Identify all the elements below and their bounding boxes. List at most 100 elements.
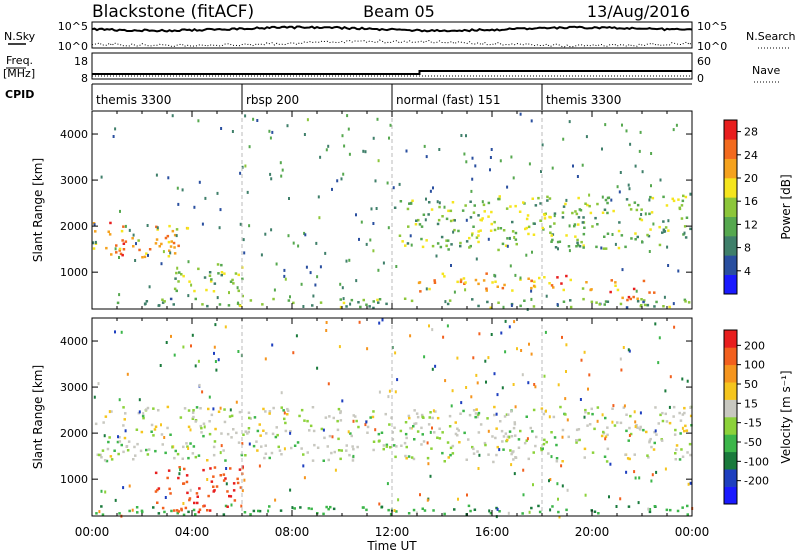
data-cell — [587, 387, 589, 391]
data-cell — [164, 496, 167, 499]
data-cell — [326, 445, 329, 448]
data-cell — [624, 453, 627, 456]
data-cell — [325, 321, 328, 324]
data-cell — [148, 285, 151, 289]
data-cell — [303, 419, 306, 422]
data-cell — [447, 456, 450, 459]
data-cell — [584, 408, 587, 412]
data-cell — [609, 290, 612, 294]
data-cell — [368, 305, 371, 308]
data-cell — [464, 204, 467, 207]
data-cell — [345, 259, 348, 263]
data-cell — [432, 409, 435, 413]
data-cell — [582, 246, 585, 249]
data-cell — [542, 228, 545, 231]
x-tick-label: 12:00 — [375, 525, 410, 539]
data-cell — [101, 513, 105, 516]
noise-sky-line — [91, 25, 693, 33]
data-cell — [350, 434, 353, 438]
data-cell — [674, 428, 677, 432]
colorbar-tick-label: 8 — [744, 242, 751, 255]
data-cell — [284, 277, 287, 281]
data-cell — [175, 289, 178, 293]
data-cell — [203, 276, 207, 279]
data-cell — [530, 352, 533, 356]
data-cell — [372, 410, 375, 413]
data-cell — [194, 420, 197, 423]
data-cell — [636, 235, 639, 239]
data-cell — [243, 251, 246, 255]
data-cell — [170, 334, 172, 338]
data-cell — [666, 245, 669, 249]
data-cell — [140, 509, 144, 513]
data-cell — [365, 242, 368, 246]
data-cell — [241, 442, 244, 446]
data-cell — [161, 301, 165, 304]
data-cell — [92, 247, 96, 250]
data-cell — [661, 231, 664, 234]
data-cell — [587, 412, 590, 415]
data-cell — [146, 453, 150, 456]
data-cell — [412, 508, 416, 512]
data-cell — [410, 201, 413, 205]
data-cell — [672, 199, 676, 203]
data-cell — [299, 506, 302, 509]
data-cell — [415, 219, 418, 222]
data-cell — [191, 333, 194, 337]
data-cell — [212, 475, 215, 478]
data-cell — [477, 282, 480, 286]
data-cell — [509, 205, 512, 208]
data-cell — [651, 196, 655, 200]
velocity-ylabel: Slant Range [km] — [31, 365, 45, 469]
data-cell — [528, 510, 531, 514]
data-cell — [241, 294, 244, 298]
data-cell — [270, 228, 273, 232]
data-cell — [268, 505, 271, 508]
data-cell — [524, 227, 527, 231]
data-cell — [107, 230, 110, 233]
data-cell — [648, 250, 651, 253]
data-cell — [224, 459, 227, 462]
data-cell — [166, 476, 169, 480]
data-cell — [128, 509, 131, 513]
data-cell — [280, 406, 283, 409]
colorbar-swatch — [724, 216, 737, 237]
data-cell — [194, 297, 197, 301]
data-cell — [205, 288, 208, 292]
data-cell — [170, 509, 173, 513]
data-cell — [371, 415, 375, 419]
data-cell — [493, 413, 496, 417]
data-cell — [531, 430, 534, 433]
data-cell — [609, 462, 612, 466]
data-cell — [610, 279, 613, 282]
data-cell — [385, 445, 389, 448]
data-cell — [283, 268, 286, 272]
data-cell — [501, 286, 505, 290]
data-cell — [550, 455, 553, 459]
data-cell — [292, 241, 295, 245]
data-cell — [456, 434, 459, 437]
data-cell — [224, 504, 228, 508]
data-cell — [667, 229, 670, 232]
data-cell — [628, 426, 631, 430]
data-cell — [303, 133, 306, 136]
data-cell — [489, 229, 493, 232]
data-cell — [118, 398, 121, 402]
data-cell — [372, 440, 376, 443]
data-cell — [677, 198, 680, 201]
data-cell — [408, 202, 411, 205]
data-cell — [115, 251, 118, 254]
data-cell — [269, 172, 272, 176]
data-cell — [405, 445, 408, 449]
data-cell — [306, 419, 309, 423]
data-cell — [601, 147, 603, 151]
data-cell — [533, 222, 536, 225]
data-cell — [586, 203, 589, 207]
data-cell — [418, 223, 422, 226]
data-cell — [280, 453, 283, 456]
data-cell — [438, 427, 441, 430]
data-cell — [154, 242, 158, 245]
data-cell — [562, 205, 566, 208]
